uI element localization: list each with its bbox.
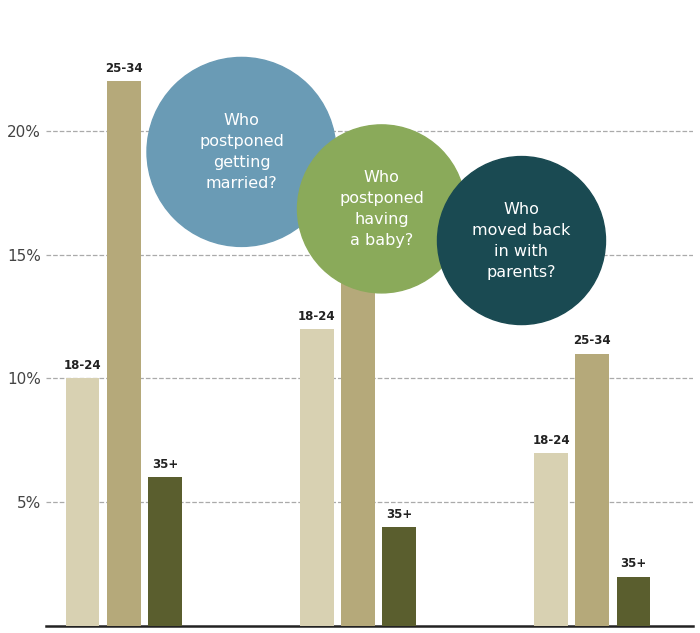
- Text: 25-34: 25-34: [573, 334, 611, 348]
- Text: 18-24: 18-24: [64, 359, 102, 372]
- Text: Who
moved back
in with
parents?: Who moved back in with parents?: [473, 201, 570, 280]
- Text: Who
postponed
having
a baby?: Who postponed having a baby?: [339, 170, 424, 248]
- Bar: [617, 577, 650, 626]
- Text: Who
postponed
getting
married?: Who postponed getting married?: [199, 113, 284, 191]
- Text: 35+: 35+: [620, 557, 647, 570]
- Bar: [534, 453, 568, 626]
- Text: 18-24: 18-24: [298, 310, 335, 323]
- Bar: [148, 477, 182, 626]
- Bar: [300, 329, 334, 626]
- Bar: [341, 254, 375, 626]
- Bar: [66, 379, 99, 626]
- Bar: [575, 354, 609, 626]
- Text: 25-34: 25-34: [340, 235, 377, 248]
- Text: 35+: 35+: [152, 458, 178, 472]
- Text: 18-24: 18-24: [532, 434, 570, 446]
- Text: 35+: 35+: [386, 508, 412, 521]
- Bar: [382, 527, 416, 626]
- Text: 25-34: 25-34: [105, 62, 143, 75]
- Bar: [107, 81, 141, 626]
